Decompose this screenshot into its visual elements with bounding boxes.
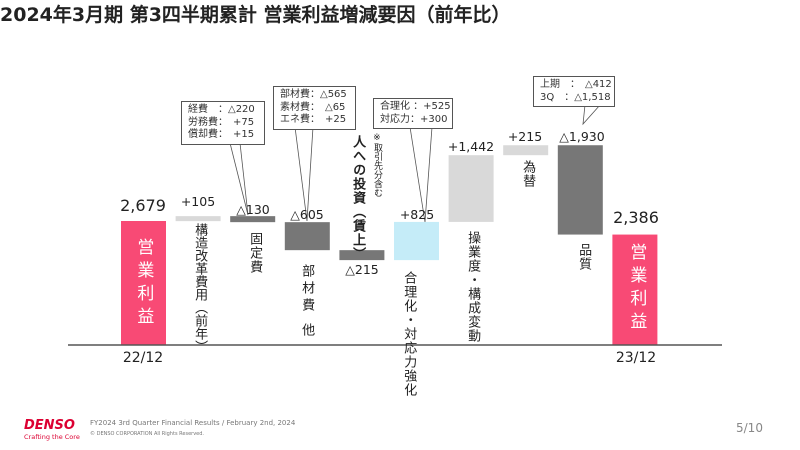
period-label: 22/12	[122, 350, 164, 366]
value-label: △1,930	[559, 129, 605, 144]
callout-fixed-cost: 経費 ：△220 労務費： +75 償却費： +15	[181, 101, 265, 145]
bar-5	[394, 221, 439, 261]
value-label: 2,679	[120, 196, 166, 215]
value-label: 2,386	[613, 208, 659, 227]
category-note: ※取引先分含む	[371, 133, 382, 197]
value-label: △215	[345, 262, 379, 277]
bar-0	[121, 221, 166, 345]
tagline: Crafting the Core	[24, 433, 80, 441]
page-number: 5/10	[736, 421, 763, 435]
bar-2	[230, 216, 276, 223]
copyright: © DENSO CORPORATION All Rights Reserved.	[90, 431, 204, 437]
waterfall-chart	[68, 104, 722, 346]
bar-1	[175, 216, 221, 222]
bar-3	[284, 222, 330, 251]
bar-8	[557, 145, 603, 235]
value-label: △130	[236, 202, 270, 217]
category-label: 固定費	[247, 232, 263, 274]
category-label: 品質	[576, 243, 592, 271]
value-label: +825	[399, 207, 435, 222]
category-label: 人への投資（賃上）	[350, 135, 366, 261]
value-label: △605	[290, 207, 324, 222]
period-label: 23/12	[615, 350, 657, 366]
page-title: 2024年3月期 第3四半期累計 営業利益増減要因（前年比）	[0, 4, 511, 26]
callout-material-cost: 部材費：△565 素材費： △65 エネ費： +25	[273, 86, 356, 130]
value-label: +1,442	[447, 139, 495, 154]
value-label: +215	[507, 129, 543, 144]
bar-9	[612, 234, 658, 345]
bar-4	[339, 250, 385, 261]
bar-7	[503, 145, 549, 156]
category-label: 構造改革費用（前年）	[192, 223, 208, 353]
category-label: 操業度・構成変動	[465, 231, 481, 343]
category-label: 営業利益	[133, 238, 154, 330]
callout-quality: 上期 ： △412 3Q ：△1,518	[533, 76, 615, 107]
category-label: 合理化・対応力強化	[401, 271, 417, 397]
category-label: 為替	[520, 160, 536, 188]
category-label: 営業利益	[626, 243, 647, 335]
callout-pointers	[229, 104, 601, 223]
bar-6	[448, 155, 494, 222]
value-label: +105	[180, 194, 216, 209]
callout-rationalization: 合理化 ：+525 対応力：+300	[373, 98, 453, 129]
document-info: FY2024 3rd Quarter Financial Results / F…	[90, 419, 296, 427]
category-label: 部材費 他	[299, 264, 315, 341]
denso-logo: DENSO	[24, 418, 75, 433]
